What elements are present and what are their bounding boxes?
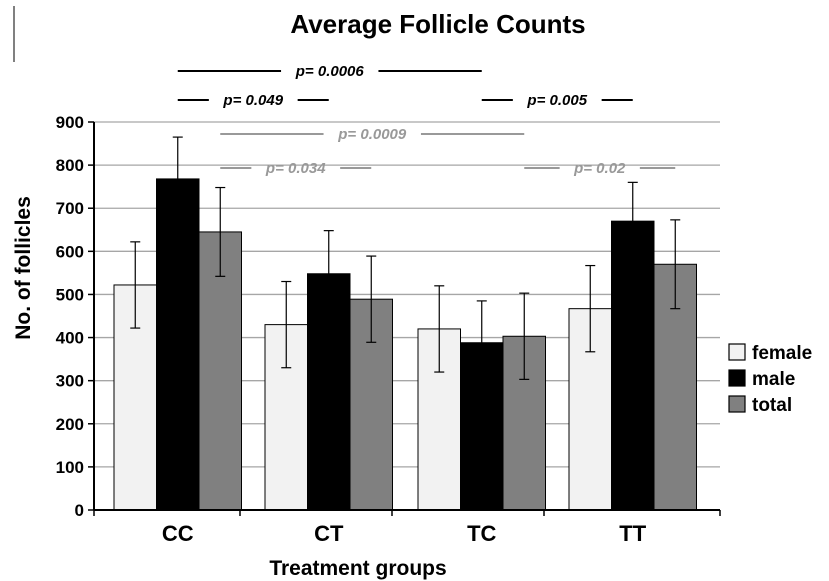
bar-male-CC: [156, 178, 200, 511]
x-tick-label: TC: [467, 521, 496, 546]
p-value-annotation: p= 0.0006: [177, 63, 482, 80]
error-bar-female-TT: [585, 264, 596, 353]
x-tick-labels: CC CT TC TT: [162, 521, 647, 546]
y-tick-label: 400: [56, 329, 84, 348]
y-tick-label: 500: [56, 285, 84, 304]
x-tick-label: CT: [314, 521, 344, 546]
error-bar-total-TC: [519, 292, 530, 380]
legend-swatch: [728, 343, 746, 361]
axes: [13, 6, 721, 516]
p-value-label: p= 0.0009: [337, 126, 407, 143]
x-tick-label: TT: [619, 521, 646, 546]
p-value-label: p= 0.049: [222, 92, 283, 109]
p-value-label: p= 0.005: [526, 92, 587, 109]
significance-annotations: p= 0.0006 p= 0.049 p= 0.005 p= 0.0009 p= 0.0…: [177, 63, 676, 177]
error-bar-total-CC: [215, 186, 226, 277]
error-bar-female-TC: [434, 285, 445, 373]
p-value-annotation: p= 0.005: [481, 92, 633, 109]
p-value-annotation: p= 0.034: [220, 160, 372, 177]
legend-item-male: male: [728, 369, 795, 390]
x-axis-label: Treatment groups: [269, 557, 446, 580]
bar-total-CC: [198, 231, 242, 511]
p-value-label: p= 0.034: [265, 160, 326, 177]
y-tick-label: 900: [56, 113, 84, 132]
y-tick-label: 700: [56, 199, 84, 218]
error-bar-female-CC: [130, 241, 141, 329]
y-tick-label: 300: [56, 372, 84, 391]
y-tick-labels: 0 100 200 300 400 500 600 700 800 900: [56, 113, 84, 520]
legend-label: male: [752, 369, 795, 390]
p-value-label: p= 0.0006: [295, 63, 365, 80]
y-tick-label: 600: [56, 242, 84, 261]
legend: female male total: [728, 343, 812, 416]
p-value-annotation: p= 0.0009: [220, 126, 525, 143]
legend-label: female: [752, 343, 812, 364]
error-bar-male-TT: [627, 181, 638, 261]
error-bar-total-TT: [670, 219, 681, 310]
legend-swatch: [728, 369, 746, 387]
legend-item-female: female: [728, 343, 812, 364]
legend-swatch: [728, 395, 746, 413]
x-tick-label: CC: [162, 521, 194, 546]
chart-title: Average Follicle Counts: [290, 9, 585, 39]
p-value-annotation: p= 0.02: [524, 160, 676, 177]
error-bar-male-CC: [172, 136, 183, 222]
error-bars: [130, 136, 681, 386]
bars: [113, 178, 697, 511]
error-bar-male-CT: [323, 230, 334, 318]
error-bar-total-CT: [366, 255, 377, 343]
bar-male-TT: [611, 220, 655, 511]
y-tick-label: 0: [75, 501, 84, 520]
y-tick-label: 200: [56, 415, 84, 434]
y-tick-label: 800: [56, 156, 84, 175]
error-bar-female-CT: [281, 280, 292, 369]
legend-label: total: [752, 395, 792, 416]
legend-item-total: total: [728, 395, 792, 416]
y-tick-label: 100: [56, 458, 84, 477]
error-bar-male-TC: [476, 300, 487, 386]
p-value-label: p= 0.02: [573, 160, 626, 177]
p-value-annotation: p= 0.049: [177, 92, 329, 109]
y-axis-label: No. of follicles: [12, 196, 35, 340]
